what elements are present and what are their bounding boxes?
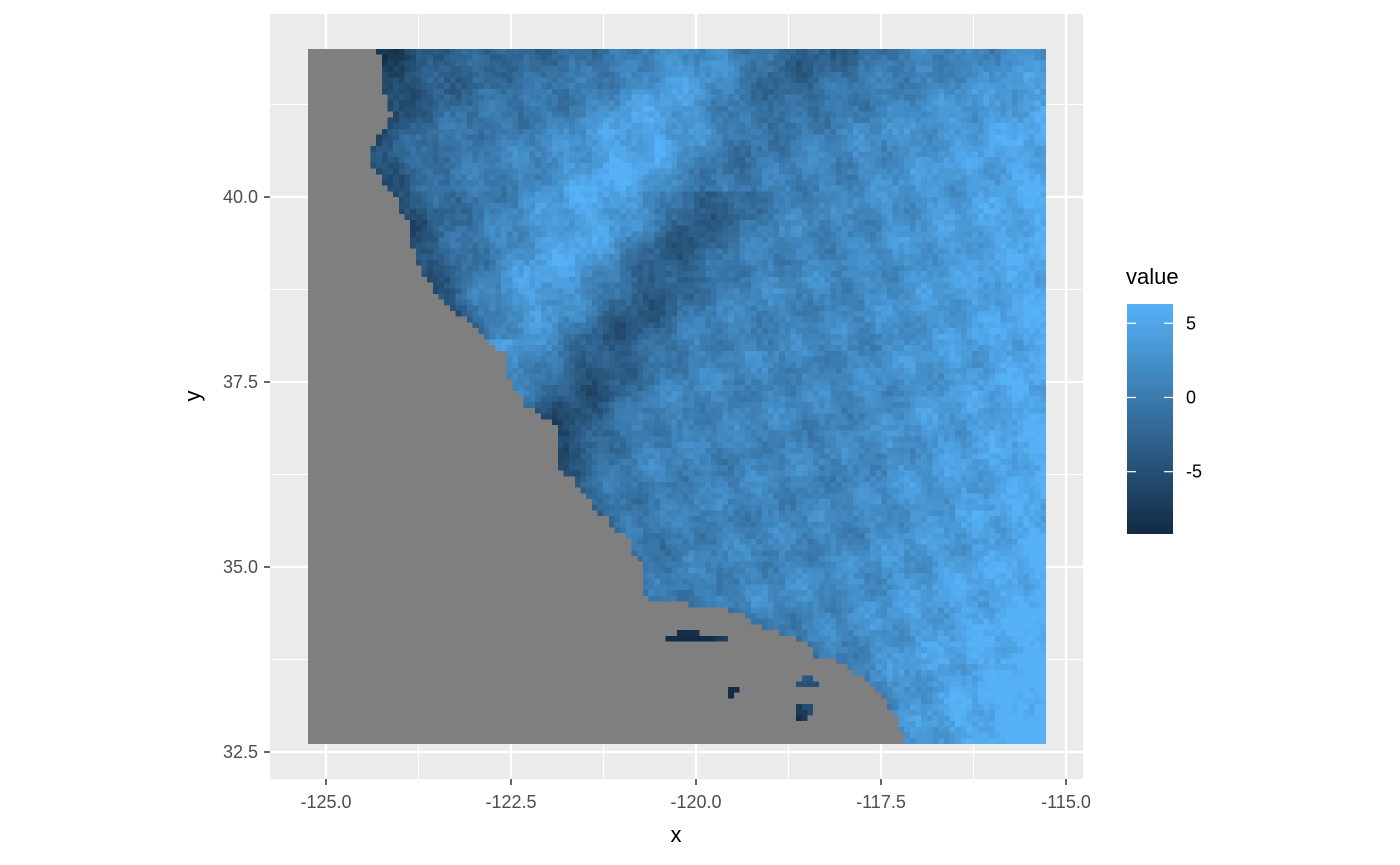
legend-label: 0 bbox=[1186, 387, 1196, 407]
legend-label: -5 bbox=[1186, 462, 1202, 482]
y-tick-label: 35.0 bbox=[223, 557, 258, 577]
x-axis-title: x bbox=[671, 822, 682, 847]
x-tick-label: -120.0 bbox=[670, 792, 721, 812]
raster-heatmap bbox=[308, 49, 1046, 744]
legend-colorbar bbox=[1127, 304, 1173, 534]
x-tick-label: -115.0 bbox=[1041, 792, 1091, 812]
y-tick-label: 32.5 bbox=[223, 742, 258, 762]
y-tick-label: 40.0 bbox=[223, 187, 258, 207]
x-tick-label: -125.0 bbox=[300, 792, 351, 812]
x-axis: -125.0 -122.5 -120.0 -117.5 -115.0 bbox=[300, 779, 1091, 812]
y-axis-title: y bbox=[180, 391, 205, 402]
y-tick-label: 37.5 bbox=[223, 372, 258, 392]
x-tick-label: -117.5 bbox=[856, 792, 906, 812]
y-axis: 32.5 35.0 37.5 40.0 bbox=[223, 187, 270, 762]
legend: value 5 0 -5 bbox=[1126, 264, 1202, 534]
x-tick-label: -122.5 bbox=[485, 792, 536, 812]
legend-ticks: 5 0 -5 bbox=[1127, 313, 1202, 482]
legend-title: value bbox=[1126, 264, 1179, 289]
legend-label: 5 bbox=[1186, 313, 1196, 333]
